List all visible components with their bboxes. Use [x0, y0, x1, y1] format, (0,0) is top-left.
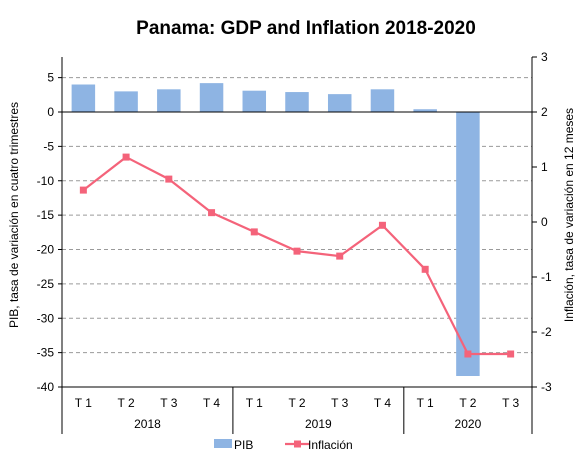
legend-label-inflacion: Inflación: [308, 438, 353, 452]
y-tick-label-right: -1: [541, 270, 552, 284]
chart-title: Panama: GDP and Inflation 2018-2020: [136, 18, 476, 39]
y-tick-label-left: -20: [37, 243, 55, 257]
line-point: [378, 221, 386, 229]
y-tick-label-right: 3: [541, 50, 548, 64]
bar: [199, 83, 224, 112]
bar: [242, 90, 267, 112]
legend-label-pib: PIB: [234, 438, 253, 452]
x-tick-label: T 3: [502, 396, 519, 410]
line-point: [122, 153, 130, 161]
bar: [114, 91, 138, 112]
line-point: [165, 175, 173, 183]
y-tick-label-left: -15: [37, 208, 55, 222]
legend-swatch-pib: [214, 439, 232, 448]
line-point: [421, 265, 429, 273]
x-tick-label: T 2: [459, 396, 476, 410]
line-point: [79, 186, 87, 194]
line-point: [293, 247, 301, 255]
bar: [157, 89, 181, 112]
y-tick-label-right: 2: [541, 105, 548, 119]
y-tick-label-left: -5: [43, 139, 54, 153]
bar: [285, 92, 309, 112]
legend-marker-inflacion: [294, 440, 301, 448]
bar: [71, 84, 96, 112]
x-tick-label: T 1: [246, 396, 263, 410]
bar: [413, 109, 437, 112]
x-tick-label: T 3: [160, 396, 177, 410]
line-point: [507, 350, 515, 358]
x-tick-label: T 3: [331, 396, 348, 410]
line-point: [208, 209, 216, 217]
year-label: 2019: [305, 417, 332, 431]
bar: [456, 112, 480, 376]
y-tick-label-right: -3: [541, 380, 552, 394]
y-axis-label-right: Inflación, tasa de variación en 12 meses: [562, 108, 576, 322]
line-series: [79, 153, 515, 358]
y-tick-label-right: 0: [541, 215, 548, 229]
x-tick-label: T 4: [203, 396, 220, 410]
x-tick-label: T 1: [75, 396, 92, 410]
bar: [327, 94, 352, 112]
x-tick-label: T 2: [118, 396, 135, 410]
x-tick-label: T 2: [288, 396, 305, 410]
x-tick-label: T 4: [374, 396, 391, 410]
bar-series: [71, 83, 480, 376]
year-label: 2020: [455, 417, 482, 431]
y-tick-label-left: -25: [37, 277, 55, 291]
y-tick-label-left: -35: [37, 346, 55, 360]
year-label: 2018: [134, 417, 161, 431]
y-tick-label-right: -2: [541, 325, 552, 339]
x-tick-label: T 1: [417, 396, 434, 410]
inflation-line: [82, 155, 511, 356]
y-tick-label-right: 1: [541, 160, 548, 174]
y-tick-label-left: -30: [37, 311, 55, 325]
y-tick-label-left: -10: [37, 174, 55, 188]
bar: [370, 89, 395, 112]
y-tick-label-left: -40: [37, 380, 55, 394]
line-point: [250, 228, 258, 236]
y-tick-label-left: 5: [47, 71, 54, 85]
y-axis-label-left: PIB, tasa de variación en cuatro trimest…: [7, 102, 21, 328]
axes: [58, 56, 537, 434]
y-tick-label-left: 0: [47, 105, 54, 119]
line-point: [464, 350, 472, 358]
tick-labels: 5 0 -5 -10 -15 -20 -25 -30 -35 -40 3 2 1 0 -1 -2 -3 T 1 T …: [37, 50, 552, 431]
line-point: [336, 252, 344, 260]
legend: PIB Inflación: [214, 438, 353, 452]
